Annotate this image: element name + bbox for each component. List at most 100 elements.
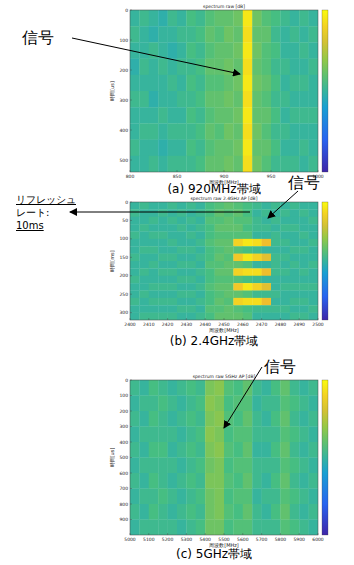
x-tick-label: 850 [173, 174, 182, 179]
cell [186, 298, 196, 306]
cell [205, 10, 215, 27]
cell [168, 26, 178, 43]
x-tick [148, 318, 149, 320]
cell [158, 140, 168, 157]
cell [262, 10, 272, 27]
cell [130, 473, 140, 489]
cell [196, 520, 206, 536]
cell [262, 42, 272, 59]
cell [243, 427, 253, 443]
cell [309, 26, 318, 43]
cell [290, 254, 300, 262]
cell [299, 291, 309, 299]
cell [168, 239, 178, 247]
cell [149, 276, 159, 284]
cell [280, 504, 290, 520]
cell [290, 283, 300, 291]
cell [196, 26, 206, 43]
cell [196, 261, 206, 269]
cell [224, 75, 234, 92]
y-tick-label: 0 [125, 8, 128, 13]
cell [243, 313, 253, 320]
cell [168, 156, 178, 172]
y-tick-label: 700 [119, 486, 128, 491]
y-tick [130, 488, 132, 489]
cell [177, 291, 187, 299]
cell [168, 268, 178, 276]
cell [149, 520, 159, 536]
cell [233, 411, 243, 427]
cell [158, 10, 168, 27]
cell [252, 489, 262, 505]
y-tick [130, 130, 132, 131]
cell [215, 504, 225, 520]
cell [299, 239, 309, 247]
cell [186, 91, 196, 108]
cell [158, 59, 168, 76]
cell [271, 123, 281, 139]
annotation: 信号 [264, 357, 296, 376]
cell [177, 261, 187, 269]
cell [262, 305, 272, 313]
cell [233, 10, 243, 27]
cell [224, 10, 234, 27]
cell [262, 254, 272, 262]
cell [149, 123, 159, 139]
cell [139, 156, 149, 172]
cell [243, 202, 253, 210]
x-tick [299, 318, 300, 320]
cell [262, 291, 272, 299]
cell [262, 123, 272, 139]
annotation: リフレッシュ [16, 194, 76, 205]
cell [196, 380, 206, 396]
cell [139, 10, 149, 27]
cell [224, 232, 234, 240]
cell [224, 504, 234, 520]
x-axis-label: 周波数[MHz] [209, 327, 239, 333]
cell [158, 202, 168, 210]
y-axis-label: 時間[us] [109, 81, 115, 101]
y-tick-label: 300 [119, 98, 128, 103]
cell [177, 91, 187, 108]
cell [271, 380, 281, 396]
cell [215, 75, 225, 92]
cell [224, 396, 234, 412]
cell [252, 305, 262, 313]
cell [252, 268, 262, 276]
cell [271, 427, 281, 443]
cell [149, 458, 159, 474]
cell [224, 217, 234, 225]
cell [290, 224, 300, 232]
cell [252, 156, 262, 172]
cell [233, 268, 243, 276]
cell [252, 26, 262, 43]
cell [196, 504, 206, 520]
cell [215, 276, 225, 284]
cell [280, 276, 290, 284]
cell [168, 123, 178, 139]
y-tick [130, 457, 132, 458]
cell [290, 156, 300, 172]
cell [224, 473, 234, 489]
cell [280, 140, 290, 157]
y-tick [130, 202, 132, 203]
y-tick-label: 400 [119, 440, 128, 445]
cell [224, 489, 234, 505]
cell [158, 268, 168, 276]
cell [196, 442, 206, 458]
cell [149, 298, 159, 306]
cell [130, 283, 140, 291]
cell [224, 283, 234, 291]
cell [280, 209, 290, 217]
cell [158, 442, 168, 458]
cell [177, 239, 187, 247]
x-tick-label: 2500 [312, 322, 324, 327]
cell [205, 268, 215, 276]
cell [224, 411, 234, 427]
cell [158, 411, 168, 427]
cell [196, 42, 206, 59]
x-tick-label: 5800 [275, 537, 287, 542]
x-tick-label: 2430 [181, 322, 193, 327]
cell [130, 313, 140, 320]
annotation: 信号 [288, 173, 320, 192]
